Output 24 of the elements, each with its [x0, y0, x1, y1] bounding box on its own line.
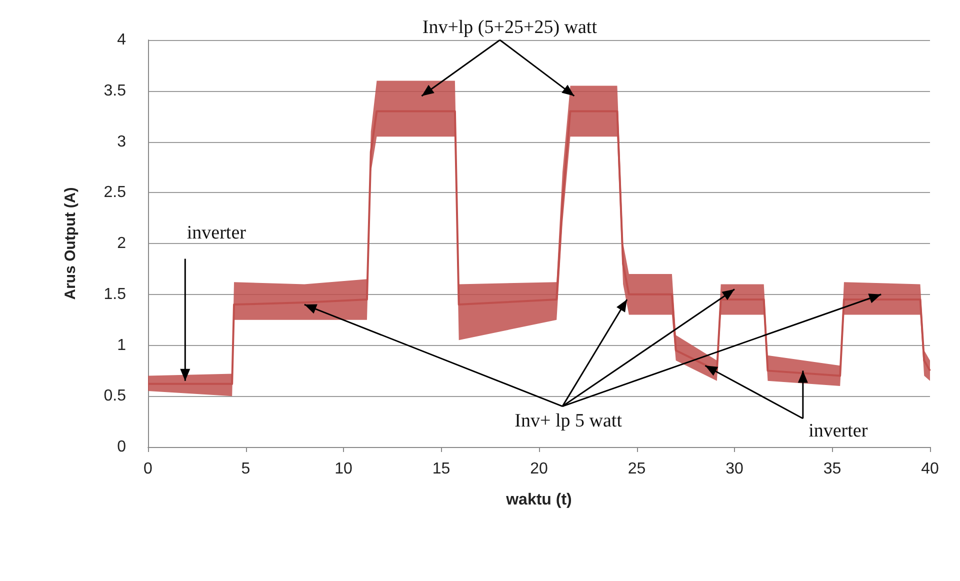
- y-axis-title: Arus Output (A): [62, 187, 79, 300]
- y-tick-label: 1: [117, 336, 126, 354]
- text: Inv+lp (5+25+25) watt: [422, 16, 598, 38]
- x-axis-title: waktu (t): [505, 492, 572, 508]
- annotation: inverter: [808, 420, 868, 442]
- y-tick-label: 2.5: [104, 184, 126, 202]
- x-tick-label: 20: [530, 460, 548, 478]
- y-tick-label: 4: [117, 32, 126, 48]
- y-tick-label: 3: [117, 133, 126, 150]
- x-tick-label: 25: [628, 460, 646, 478]
- y-tick-label: 1.5: [104, 286, 126, 303]
- x-tick-label: 15: [432, 460, 450, 478]
- y-tick-label: 2: [117, 235, 126, 252]
- y-tick-label: 0: [117, 438, 126, 456]
- x-tick-label: 5: [241, 460, 250, 478]
- y-tick-label: 0.5: [104, 388, 126, 405]
- x-tick-label: 0: [144, 460, 153, 478]
- x-tick-label: 10: [334, 460, 352, 478]
- x-tick-label: 35: [823, 460, 842, 478]
- x-tick-label: 40: [921, 460, 939, 478]
- annotation: inverter: [186, 222, 247, 244]
- x-tick-label: 30: [726, 460, 744, 478]
- annotation: Inv+ lp 5 watt: [514, 410, 623, 432]
- y-tick-label: 3.5: [104, 82, 126, 100]
